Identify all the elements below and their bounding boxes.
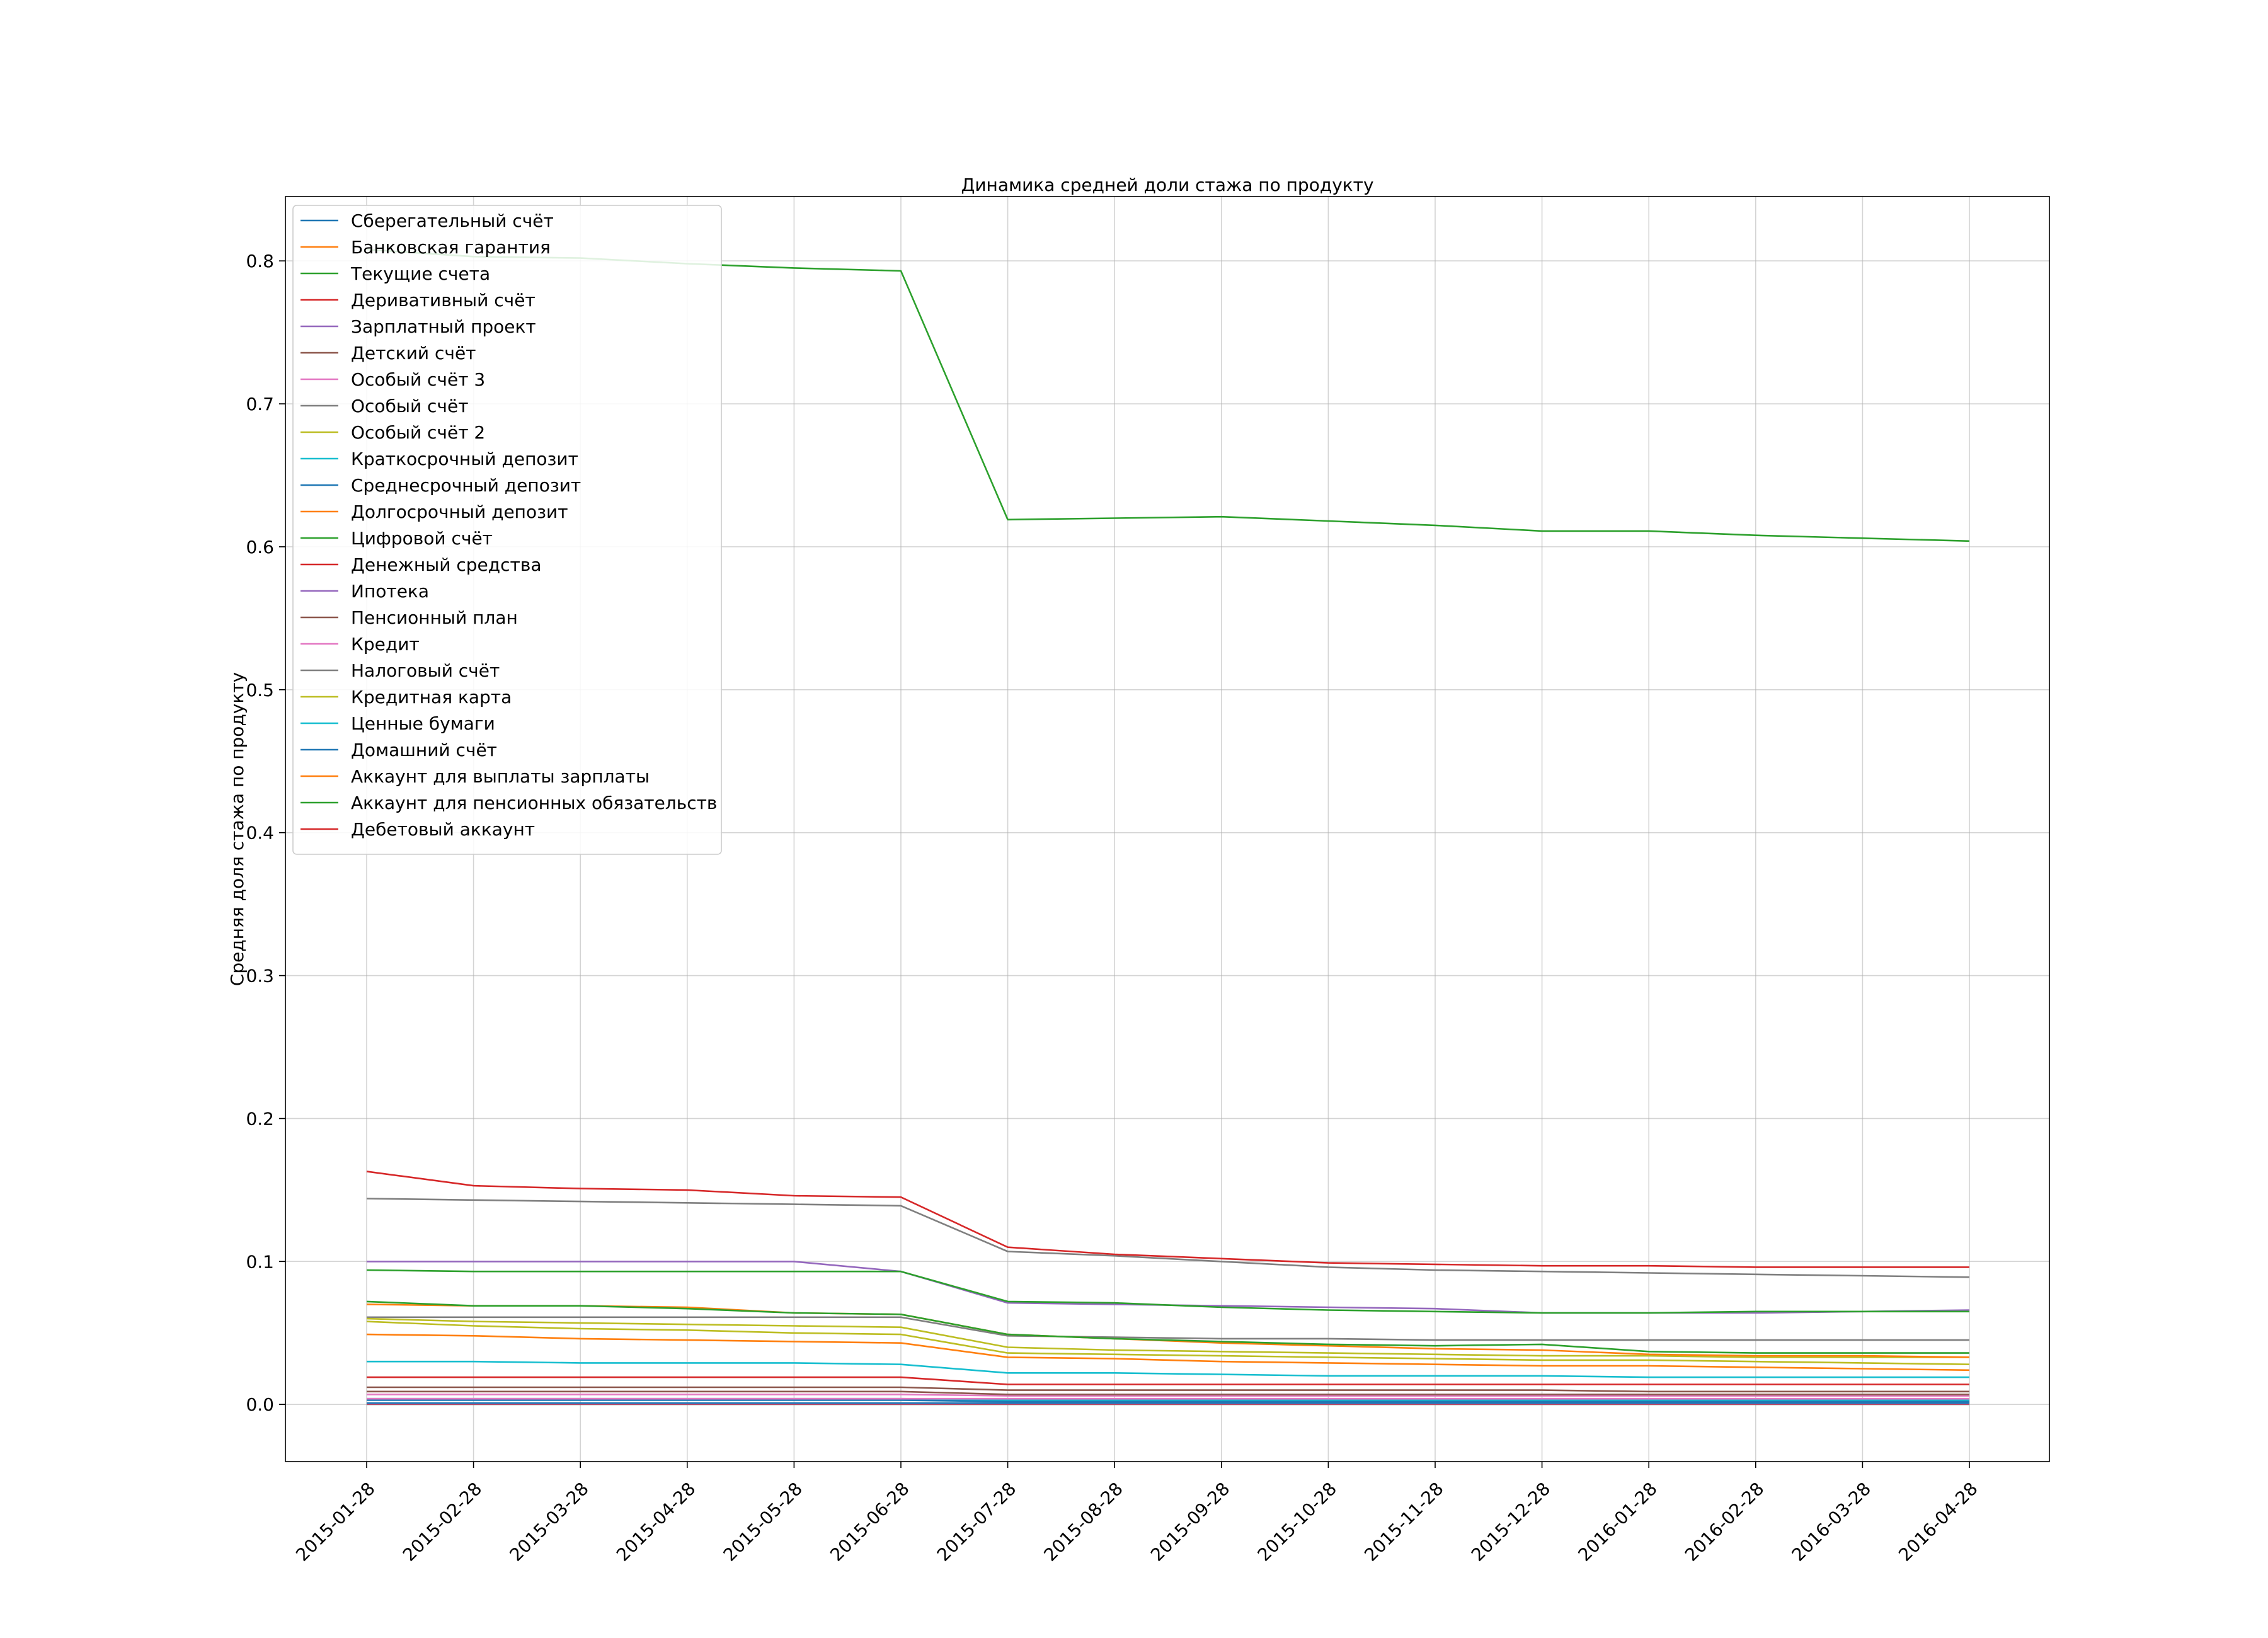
y-tick-label: 0.4 <box>246 823 274 844</box>
y-tick-label: 0.2 <box>246 1108 274 1129</box>
legend-box <box>292 205 722 855</box>
series-line-17 <box>366 1198 1970 1278</box>
y-tick-label: 0.3 <box>246 966 274 987</box>
series-line-8 <box>366 1317 1969 1358</box>
y-tick-label: 0.0 <box>246 1394 274 1415</box>
series-line-24 <box>367 1376 1969 1385</box>
legend-entry: Зарплатный проект <box>351 316 536 337</box>
chart-title: Динамика средней доли стажа по продукту <box>961 175 1373 195</box>
legend-entry: Банковская гарантия <box>351 237 551 258</box>
series-line-7 <box>367 1316 1969 1341</box>
legend-entry: Кредитная карта <box>351 687 512 707</box>
series-line-15 <box>367 1390 1969 1395</box>
y-tick-label: 0.8 <box>246 251 274 272</box>
series-line-12 <box>366 1269 1969 1314</box>
plot-frame <box>285 196 2050 1462</box>
series-line-10 <box>367 1399 1969 1402</box>
series-line-18 <box>366 1320 1970 1365</box>
series-line-23 <box>366 1171 1969 1268</box>
series-line-22 <box>366 1300 1969 1354</box>
legend-entry: Домашний счёт <box>351 740 497 760</box>
legend-entry: Среднесрочный депозит <box>351 475 581 496</box>
y-tick-label: 0.7 <box>246 394 274 415</box>
legend-entry: Ипотека <box>351 581 429 602</box>
series-line-11 <box>366 1333 1970 1372</box>
legend-entry: Аккаунт для пенсионных обязательств <box>351 793 717 813</box>
legend-entry: Ценные бумаги <box>351 713 495 734</box>
legend-entry: Деривативный счёт <box>351 290 536 311</box>
y-tick-label: 0.6 <box>246 537 274 558</box>
legend-entry: Текущие счета <box>350 263 490 284</box>
legend-entry: Особый счёт 3 <box>351 369 485 390</box>
series-line-5 <box>367 1386 1969 1393</box>
y-axis-label: Средняя доля стажа по продукту <box>227 672 248 986</box>
legend-entry: Цифровой счёт <box>351 528 493 549</box>
y-tick-label: 0.5 <box>246 680 274 701</box>
legend-entry: Пенсионный план <box>351 607 518 628</box>
legend-entry: Особый счёт <box>351 396 469 416</box>
legend: Сберегательный счёт Банковская гарантия Те… <box>292 205 722 855</box>
legend-entry: Кредит <box>351 634 420 655</box>
legend-entry: Налоговый счёт <box>351 660 500 681</box>
legend-entry: Аккаунт для выплаты зарплаты <box>351 766 650 787</box>
legend-entry: Сберегательный счёт <box>351 210 554 231</box>
series-line-19 <box>367 1360 1969 1378</box>
legend-entry: Долгосрочный депозит <box>351 501 568 522</box>
series-line-6 <box>367 1394 1969 1397</box>
y-axis-ticks: 0.0 0.1 0.2 0.3 0.4 0.5 0.6 0.7 0.8 <box>246 251 285 1415</box>
legend-entry: Краткосрочный депозит <box>351 449 578 469</box>
y-tick-label: 0.1 <box>246 1251 274 1272</box>
legend-entry: Денежный средства <box>351 554 542 575</box>
legend-entry: Особый счёт 2 <box>351 422 485 443</box>
legend-entry: Дебетовый аккаунт <box>351 819 535 840</box>
legend-entry: Детский счёт <box>351 343 476 364</box>
